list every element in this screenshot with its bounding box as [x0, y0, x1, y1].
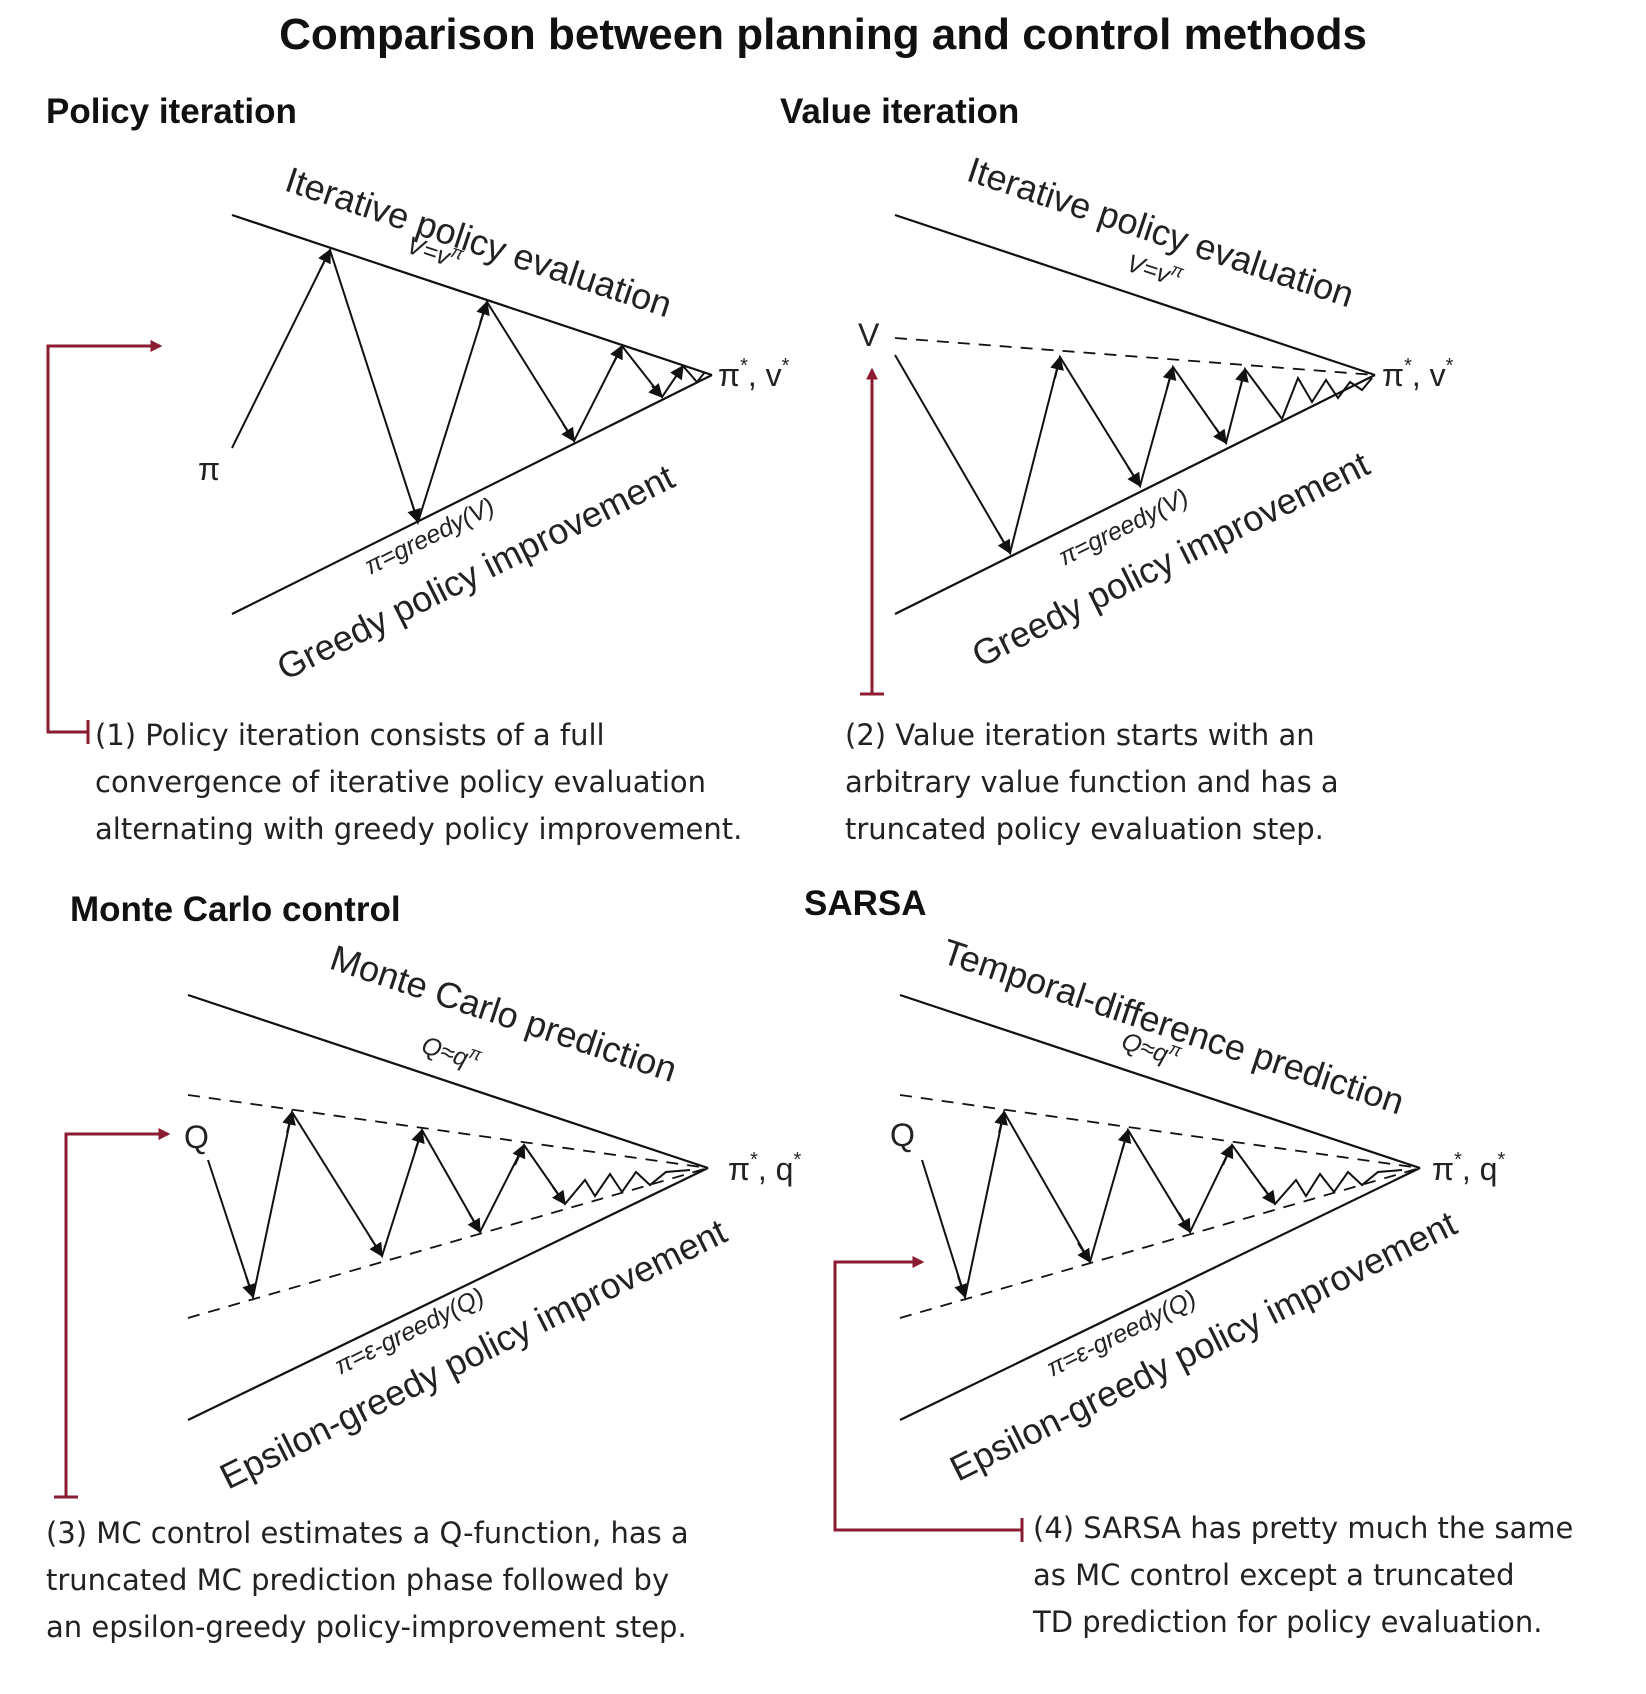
zigzag-arrowheads — [242, 1110, 566, 1299]
caption-line: (2) Value iteration starts with an — [845, 718, 1315, 752]
improvement-line — [231, 374, 713, 615]
connector-arrow — [46, 340, 163, 734]
start-label: Q — [184, 1119, 209, 1155]
caption-line: truncated policy evaluation step. — [845, 812, 1324, 846]
evaluation-line — [894, 213, 1376, 377]
zigzag-arrowheads — [997, 355, 1249, 555]
top-label: Iterative policy evaluation — [280, 159, 677, 326]
caption-line: (1) Policy iteration consists of a full — [95, 718, 605, 752]
lower-dashed-line — [187, 1167, 709, 1319]
bottom-label: Greedy policy improvement — [270, 456, 680, 688]
panel-title-policy-iteration: Policy iteration — [46, 92, 297, 131]
start-label: π — [198, 451, 220, 487]
caption-line: an epsilon-greedy policy-improvement ste… — [46, 1610, 687, 1644]
apex-label: π*, v* — [718, 355, 790, 393]
upper-dashed-line — [187, 1094, 709, 1169]
caption-policy-iteration: (1) Policy iteration consists of a full … — [95, 712, 742, 853]
apex-label: π*, q* — [728, 1149, 801, 1187]
caption-line: TD prediction for policy evaluation. — [1033, 1605, 1543, 1639]
zigzag-arrowheads — [954, 1110, 1276, 1299]
panel-policy-iteration: Iterative policy evaluation V=vπ Greedy … — [46, 159, 790, 744]
apex-label: π*, v* — [1382, 355, 1454, 393]
caption-line: (3) MC control estimates a Q-function, h… — [46, 1516, 689, 1550]
panel-title-value-iteration: Value iteration — [780, 92, 1020, 131]
improvement-line — [187, 1167, 709, 1421]
lower-dashed-line — [899, 1167, 1421, 1319]
caption-sarsa: (4) SARSA has pretty much the same as MC… — [1033, 1505, 1573, 1646]
iteration-zigzag — [921, 1109, 1403, 1301]
panel-title-monte-carlo: Monte Carlo control — [70, 890, 401, 929]
evaluation-line — [187, 993, 709, 1170]
caption-line: arbitrary value function and has a — [845, 765, 1339, 799]
caption-monte-carlo: (3) MC control estimates a Q-function, h… — [46, 1510, 689, 1651]
iteration-zigzag — [207, 1109, 691, 1301]
panel-value-iteration: Iterative policy evaluation V=vπ Greedy … — [858, 149, 1454, 696]
value-dashed-line — [894, 337, 1376, 376]
connector-arrow — [64, 1128, 171, 1497]
improvement-line — [899, 1167, 1421, 1421]
start-label: V — [858, 317, 880, 353]
caption-line: (4) SARSA has pretty much the same — [1033, 1511, 1574, 1545]
page-title: Comparison between planning and control … — [279, 10, 1367, 59]
bottom-label: Epsilon-greedy policy improvement — [213, 1210, 733, 1497]
top-label: Iterative policy evaluation — [962, 149, 1359, 316]
top-formula: Q≈qπ — [418, 1027, 485, 1076]
caption-value-iteration: (2) Value iteration starts with an arbit… — [845, 712, 1339, 853]
caption-line: alternating with greedy policy improveme… — [95, 812, 743, 846]
top-label: Temporal-difference prediction — [937, 931, 1409, 1123]
zigzag-arrowheads — [318, 248, 684, 524]
improvement-line — [894, 374, 1376, 615]
caption-line: as MC control except a truncated — [1033, 1558, 1515, 1592]
caption-line: convergence of iterative policy evaluati… — [95, 765, 707, 799]
evaluation-line — [899, 993, 1421, 1170]
evaluation-line — [231, 213, 713, 377]
panel-monte-carlo: Monte Carlo prediction Q≈qπ Epsilon-gree… — [54, 937, 801, 1499]
top-label: Monte Carlo prediction — [325, 937, 682, 1090]
caption-line: truncated MC prediction phase followed b… — [46, 1563, 670, 1597]
iteration-zigzag — [894, 354, 1373, 556]
start-label: Q — [890, 1117, 915, 1153]
panel-sarsa: Temporal-difference prediction Q≈qπ Epsi… — [833, 931, 1505, 1542]
bottom-label: Epsilon-greedy policy improvement — [943, 1202, 1463, 1489]
apex-label: π*, q* — [1432, 1149, 1505, 1187]
connector-arrow — [833, 1256, 1022, 1532]
upper-dashed-line — [899, 1094, 1421, 1169]
panel-title-sarsa: SARSA — [804, 884, 927, 923]
iteration-zigzag — [231, 247, 706, 526]
